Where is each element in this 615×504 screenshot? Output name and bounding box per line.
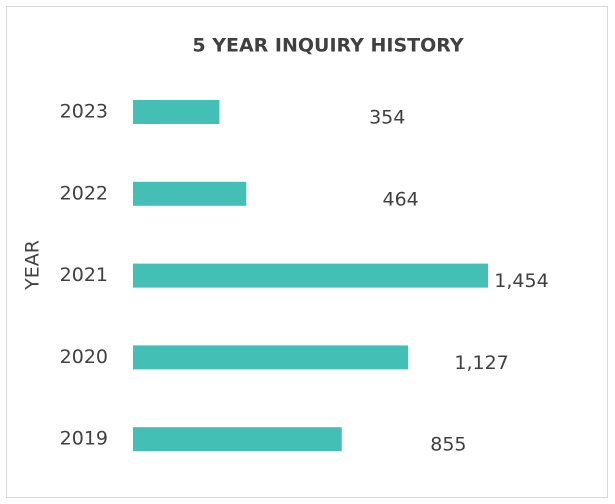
value-label: 1,454 (494, 270, 548, 292)
value-label: 1,127 (454, 352, 508, 374)
bar (133, 181, 247, 206)
y-tick-label: 2023 (60, 101, 108, 123)
value-label: 855 (430, 434, 466, 456)
bar (133, 100, 220, 124)
y-tick-label: 2022 (60, 182, 108, 204)
value-label: 354 (369, 107, 405, 129)
y-tick-label: 2020 (60, 346, 108, 368)
chart-border (6, 6, 608, 498)
bar (133, 427, 342, 452)
y-tick-label: 2019 (60, 428, 108, 450)
bar (133, 263, 488, 288)
chart-title: 5 YEAR INQUIRY HISTORY (192, 35, 463, 57)
y-axis-label: YEAR (22, 240, 44, 291)
y-tick-label: 2021 (60, 264, 108, 286)
bar (133, 345, 409, 370)
value-label: 464 (383, 188, 419, 210)
